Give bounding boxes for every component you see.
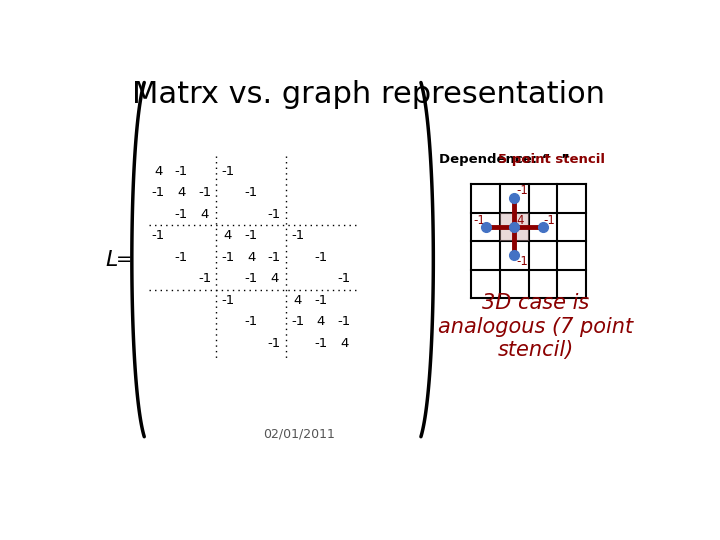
Text: =: = bbox=[116, 250, 132, 269]
Text: -1: -1 bbox=[544, 214, 555, 227]
Text: -1: -1 bbox=[198, 186, 212, 199]
Text: ”: ” bbox=[560, 153, 570, 166]
Text: Dependence: “: Dependence: “ bbox=[438, 153, 550, 166]
Text: -1: -1 bbox=[516, 255, 528, 268]
Text: -1: -1 bbox=[221, 251, 235, 264]
Text: -1: -1 bbox=[221, 165, 235, 178]
Text: 3D case is
analogous (7 point
stencil): 3D case is analogous (7 point stencil) bbox=[438, 293, 633, 360]
Text: 4: 4 bbox=[517, 214, 524, 227]
Text: 02/01/2011: 02/01/2011 bbox=[264, 428, 336, 441]
Text: -1: -1 bbox=[175, 251, 188, 264]
Text: -1: -1 bbox=[245, 230, 258, 242]
Text: 4: 4 bbox=[317, 315, 325, 328]
Text: -1: -1 bbox=[474, 214, 485, 227]
Text: 4: 4 bbox=[200, 208, 209, 221]
Text: -1: -1 bbox=[268, 208, 281, 221]
Text: -1: -1 bbox=[338, 315, 351, 328]
Text: -1: -1 bbox=[221, 294, 235, 307]
Text: -1: -1 bbox=[245, 272, 258, 285]
Text: -1: -1 bbox=[291, 315, 305, 328]
Text: 4: 4 bbox=[177, 186, 186, 199]
Text: -1: -1 bbox=[338, 272, 351, 285]
Text: 4: 4 bbox=[154, 165, 163, 178]
Text: 4: 4 bbox=[270, 272, 279, 285]
Text: -1: -1 bbox=[245, 186, 258, 199]
Text: -1: -1 bbox=[315, 337, 328, 350]
Text: 4: 4 bbox=[294, 294, 302, 307]
Text: -1: -1 bbox=[245, 315, 258, 328]
Text: Matrx vs. graph representation: Matrx vs. graph representation bbox=[132, 80, 606, 109]
Text: -1: -1 bbox=[516, 184, 528, 197]
Text: $L$: $L$ bbox=[105, 249, 118, 269]
Text: -1: -1 bbox=[175, 165, 188, 178]
Text: 5 point stencil: 5 point stencil bbox=[498, 153, 606, 166]
Text: 4: 4 bbox=[224, 230, 232, 242]
Text: -1: -1 bbox=[315, 251, 328, 264]
Text: -1: -1 bbox=[152, 186, 165, 199]
Text: -1: -1 bbox=[198, 272, 212, 285]
Text: -1: -1 bbox=[152, 230, 165, 242]
Bar bbox=[500, 213, 528, 241]
Text: -1: -1 bbox=[291, 230, 305, 242]
Text: 4: 4 bbox=[340, 337, 348, 350]
Text: 4: 4 bbox=[247, 251, 256, 264]
Text: -1: -1 bbox=[268, 251, 281, 264]
Text: -1: -1 bbox=[175, 208, 188, 221]
Text: -1: -1 bbox=[315, 294, 328, 307]
Text: -1: -1 bbox=[268, 337, 281, 350]
